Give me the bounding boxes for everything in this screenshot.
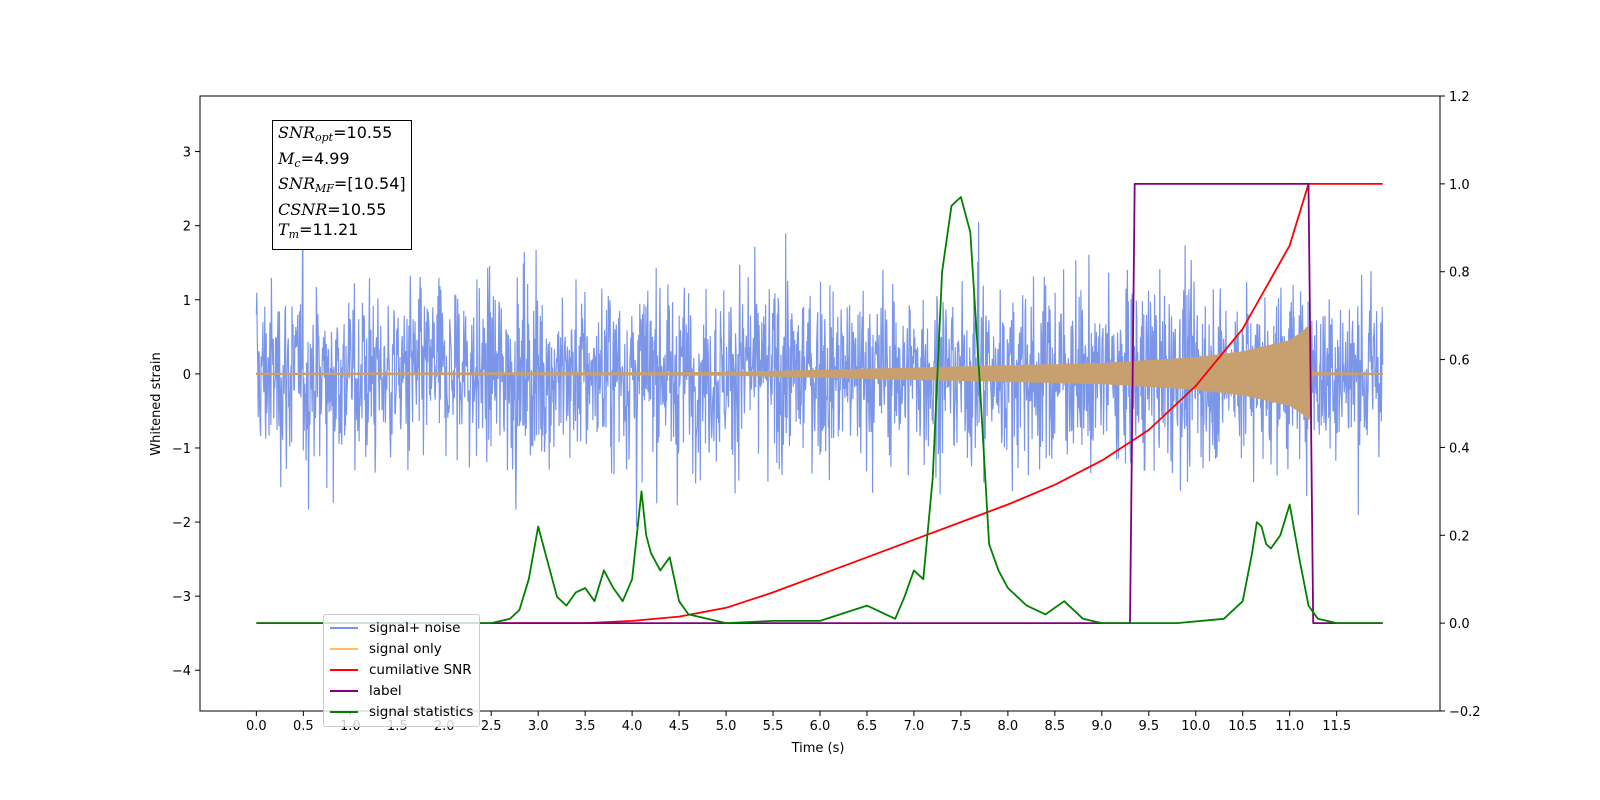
legend-label: cumilative SNR	[369, 662, 472, 678]
snr-mf-line: SNRMF=[10.54]	[278, 174, 406, 195]
signal-plus-noise-series	[255, 221, 1384, 527]
x-tick-label: 6.0	[810, 719, 831, 734]
legend-swatch	[330, 711, 358, 713]
signal-only-band	[255, 326, 1384, 420]
legend-item-label: label	[330, 681, 402, 701]
signal-statistics-line	[256, 196, 1383, 624]
tm-line: Tm=11.21	[278, 220, 359, 241]
x-tick-label: 3.5	[575, 719, 596, 734]
legend-label: signal+ noise	[369, 620, 461, 636]
y-right-tick-label: 0.0	[1449, 617, 1470, 632]
stats-annotation-box: SNRopt=10.55 Mc=4.99 SNRMF=[10.54] CSNR=…	[272, 120, 412, 250]
y-left-tick-label: 1	[183, 294, 191, 309]
x-tick-label: 8.0	[998, 719, 1019, 734]
x-tick-label: 7.0	[904, 719, 925, 734]
x-tick-label: 10.5	[1228, 719, 1257, 734]
x-tick-label: 9.0	[1091, 719, 1112, 734]
x-tick-label: 11.0	[1275, 719, 1304, 734]
y-left-tick-label: 3	[183, 146, 191, 161]
x-tick-label: 8.5	[1045, 719, 1066, 734]
y-right-tick-label: 1.0	[1449, 178, 1470, 193]
y-left-tick-label: −1	[172, 442, 191, 457]
signal-plus-noise-line	[255, 221, 1384, 527]
x-tick-label: 2.5	[481, 719, 502, 734]
y-axis-left-ticks: 3 2 1 0 −1 −2 −3 −4	[172, 146, 200, 679]
x-tick-label: 6.5	[857, 719, 878, 734]
chirp-mass-line: Mc=4.99	[278, 148, 350, 170]
y-left-tick-label: −3	[172, 590, 191, 605]
legend-item-cumulative-snr: cumilative SNR	[330, 660, 472, 680]
legend-label: signal statistics	[369, 704, 474, 720]
x-tick-label: 0.5	[293, 719, 314, 734]
y-right-tick-label: −0.2	[1449, 705, 1481, 720]
y-left-tick-label: −2	[172, 516, 191, 531]
y-right-tick-label: 0.2	[1449, 529, 1470, 544]
legend-item-signal-only: signal only	[330, 639, 442, 659]
line-series-group	[256, 183, 1383, 624]
tm-value: =11.21	[299, 220, 359, 239]
y-left-tick-label: −4	[172, 664, 191, 679]
y-right-tick-label: 0.4	[1449, 441, 1470, 456]
legend-swatch	[330, 648, 358, 650]
chirp-mass-value: =4.99	[300, 148, 350, 168]
legend-label: signal only	[369, 641, 442, 657]
x-tick-label: 4.0	[622, 719, 643, 734]
x-tick-label: 0.0	[246, 719, 267, 734]
csnr-value: =10.55	[327, 199, 387, 219]
x-axis-label: Time (s)	[791, 741, 845, 756]
x-tick-label: 10.0	[1181, 719, 1210, 734]
legend-swatch	[330, 627, 358, 629]
y-axis-right-ticks: 1.2 1.0 0.8 0.6 0.4 0.2 0.0 −0.2	[1440, 90, 1481, 720]
label-line	[256, 183, 1383, 624]
x-tick-label: 4.5	[669, 719, 690, 734]
y-left-tick-label: 2	[183, 220, 191, 235]
x-tick-label: 5.5	[763, 719, 784, 734]
y-axis-left-label: Whitened strain	[149, 352, 164, 455]
csnr-line: CSNR=10.55	[278, 199, 387, 219]
y-left-tick-label: 0	[183, 368, 191, 383]
y-right-tick-label: 1.2	[1449, 90, 1470, 105]
legend-label: label	[369, 683, 402, 699]
x-tick-label: 3.0	[528, 719, 549, 734]
cumulative-snr-line	[500, 183, 1383, 624]
legend-swatch	[330, 669, 358, 671]
snr-mf-value: =[10.54]	[333, 174, 406, 193]
snr-opt-line: SNRopt=10.55	[278, 123, 393, 144]
legend-swatch	[330, 690, 358, 692]
x-tick-label: 5.0	[716, 719, 737, 734]
snr-opt-value: =10.55	[333, 123, 393, 142]
legend-item-signal-statistics: signal statistics	[330, 702, 473, 722]
y-right-tick-label: 0.8	[1449, 266, 1470, 281]
legend: signal+ noise signal only cumilative SNR…	[323, 614, 480, 727]
y-right-tick-label: 0.6	[1449, 354, 1470, 369]
legend-item-signal-noise: signal+ noise	[330, 618, 460, 638]
x-tick-label: 7.5	[951, 719, 972, 734]
x-tick-label: 11.5	[1322, 719, 1351, 734]
signal-only-series	[255, 326, 1384, 420]
x-tick-label: 9.5	[1138, 719, 1159, 734]
